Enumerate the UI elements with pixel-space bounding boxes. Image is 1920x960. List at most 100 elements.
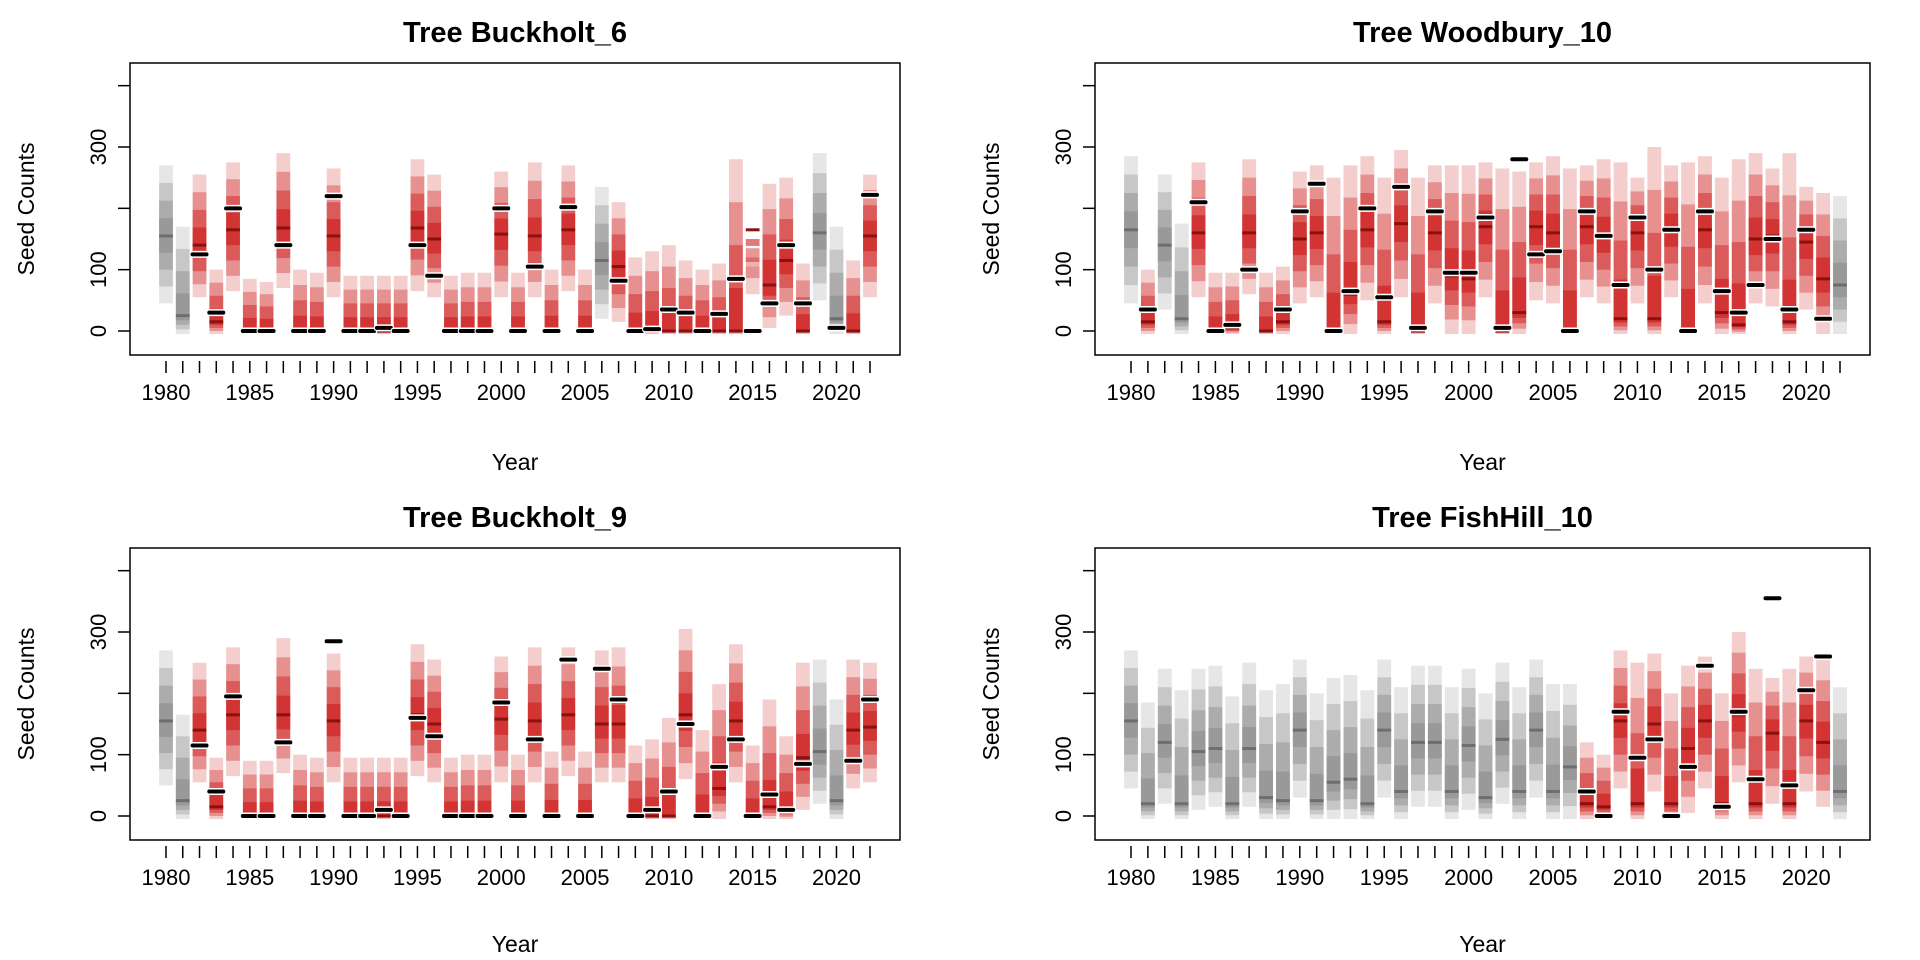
count-point-2005 [576,814,595,818]
count-point-2010 [1628,755,1647,760]
count-point-1997 [441,329,460,333]
count-point-2022 [861,697,879,702]
median-mark-1989 [1276,320,1290,324]
count-point-1995 [408,715,427,720]
interval-band-1987-4 [276,695,291,730]
x-tick-label-2020: 2020 [812,865,861,890]
count-point-1998 [458,814,477,818]
median-mark-1983 [209,805,224,809]
count-point-2010 [1628,215,1647,220]
count-point-2004 [559,657,578,662]
count-point-2008 [1594,233,1613,238]
count-point-2009 [643,327,662,332]
interval-band-1981-4 [175,293,190,321]
interval-band-2016-4 [1731,283,1746,328]
median-mark-2019 [1782,802,1797,806]
interval-band-2000-4 [1461,726,1476,762]
interval-band-2010-4 [1630,768,1645,808]
count-point-2017 [1746,283,1765,287]
count-point-1982 [190,252,209,257]
interval-band-1997-4 [1411,292,1425,332]
median-mark-1995 [1377,320,1392,324]
count-point-2000 [1459,270,1478,275]
interval-band-2013-4 [712,314,727,332]
median-mark-1990 [1292,728,1307,732]
median-mark-2020 [1799,240,1814,244]
x-tick-label-1995: 1995 [393,380,442,405]
median-mark-2000 [1461,277,1476,281]
count-point-2013 [1679,764,1698,769]
y-tick-label-0: 0 [1051,325,1076,337]
median-mark-1982 [1157,740,1172,744]
count-point-2017 [777,243,796,248]
count-point-2013 [1679,329,1698,333]
median-mark-1998 [1427,740,1442,744]
count-point-2022 [861,192,879,197]
median-mark-2010 [661,329,676,333]
interval-band-1992-4 [1326,756,1341,792]
median-mark-1981 [1140,802,1155,806]
interval-bands [1124,147,1847,335]
count-point-2008 [626,814,645,818]
interval-band-2009-4 [1613,279,1628,323]
median-mark-1994 [1360,228,1375,232]
interval-band-2012-4 [695,794,710,817]
count-point-1986 [257,814,276,818]
count-point-1993 [374,807,393,812]
interval-band-2012-4 [1664,776,1679,808]
interval-band-1997-4 [1411,723,1425,759]
count-point-1999 [475,814,494,818]
median-mark-2022 [1833,283,1847,287]
count-point-2020 [827,325,846,330]
count-point-2011 [1645,737,1664,742]
count-point-1997 [1408,325,1427,330]
interval-band-1987-4 [1242,727,1257,764]
median-mark-2022 [1833,789,1847,793]
y-axis: 0 100 300 Seed Counts [13,569,130,822]
count-point-2015 [1712,804,1731,809]
median-mark-2011 [1647,317,1662,321]
x-tick-label-2000: 2000 [477,380,526,405]
count-point-1998 [1425,209,1444,214]
x-tick-label-1985: 1985 [1191,380,1240,405]
count-point-2004 [1527,252,1546,257]
count-point-2005 [576,329,595,333]
interval-band-2020-4 [829,775,844,806]
count-point-2007 [609,697,628,702]
median-mark-2014 [1698,719,1712,723]
median-mark-1981 [175,314,190,318]
interval-band-2006-4 [594,242,609,276]
interval-band-2022-4 [1833,262,1847,298]
interval-band-1986-4 [1225,776,1240,808]
x-tick-label-1990: 1990 [309,865,358,890]
median-mark-2014 [729,329,743,333]
interval-band-1989-4 [1276,771,1290,806]
median-mark-2010 [661,814,676,818]
count-point-2021 [1814,654,1833,659]
x-tick-label-2015: 2015 [728,380,777,405]
count-point-1990 [324,194,343,199]
count-point-1991 [341,814,360,818]
count-point-2001 [1476,215,1495,220]
count-point-2011 [676,722,695,726]
count-point-2020 [1797,227,1816,232]
median-mark-1981 [1140,320,1155,324]
count-point-2006 [1560,329,1579,333]
interval-band-2008-4 [628,312,643,332]
count-point-1993 [1341,289,1360,294]
interval-band-1984-4 [1191,730,1206,767]
x-tick-label-1985: 1985 [225,380,274,405]
median-mark-1996 [1394,789,1409,793]
median-mark-1999 [1444,789,1459,793]
interval-band-2001-4 [1478,771,1493,803]
x-axis-label: Year [492,449,539,475]
interval-band-2021-4 [846,712,861,745]
median-mark-2022 [863,234,877,238]
x-tick-label-1980: 1980 [142,380,191,405]
count-point-2018 [793,301,812,306]
count-point-2001 [509,329,527,333]
count-point-1988 [291,814,310,818]
count-point-2014 [1695,663,1714,668]
median-mark-2000 [1461,743,1476,747]
